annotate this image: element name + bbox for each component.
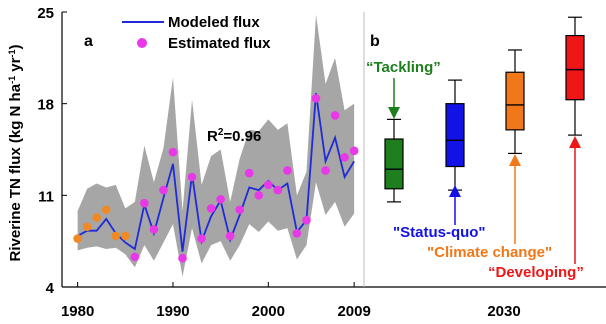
estimated-flux-point <box>92 213 101 222</box>
y-axis-label: Riverine TN flux (kg N ha-1 yr-1) <box>7 45 24 262</box>
panel-b-label: b <box>370 33 380 50</box>
estimated-flux-point <box>101 205 111 215</box>
legend-estimated-dot-icon <box>137 38 147 48</box>
estimated-flux-point <box>349 146 359 156</box>
legend: Modeled flux Estimated flux <box>122 14 271 52</box>
estimated-flux-point <box>121 231 130 241</box>
estimated-flux-point <box>225 231 235 241</box>
estimated-flux-point <box>73 234 82 243</box>
climate-change-label: "Climate change" <box>427 244 552 261</box>
estimated-flux-point <box>244 168 254 178</box>
boxplot-developing <box>565 16 585 136</box>
boxplot-climate-change <box>505 49 525 155</box>
estimated-flux-point <box>264 180 273 190</box>
r-squared-annotation: R2=0.96 <box>207 127 261 145</box>
estimated-flux-point <box>130 252 140 262</box>
scenario-boxplots <box>384 16 585 203</box>
x-tick-2030: 2030 <box>487 303 520 320</box>
estimated-flux-point <box>159 185 168 195</box>
estimated-flux-point <box>178 253 187 263</box>
estimated-flux-point <box>302 215 311 225</box>
estimated-flux-point <box>311 94 321 103</box>
estimated-flux-point <box>168 147 178 157</box>
legend-estimated-label: Estimated flux <box>168 35 271 52</box>
box-iqr <box>445 103 465 168</box>
estimated-flux-point <box>187 172 197 182</box>
estimated-flux-point <box>235 205 245 215</box>
estimated-flux-point <box>283 166 292 175</box>
boxplot-tackling <box>384 118 404 203</box>
box-iqr <box>384 138 404 190</box>
x-tick-label: 2009 <box>337 303 370 320</box>
estimated-flux-point <box>197 234 206 243</box>
x-tick-label: 1980 <box>61 303 94 320</box>
estimated-flux-point <box>254 191 264 200</box>
y-ticks: 4 11 18 25 <box>37 5 67 297</box>
estimated-flux-point <box>292 229 302 238</box>
estimated-flux-point <box>82 222 92 232</box>
boxplot-status-quo <box>445 79 465 191</box>
scenario-annotations: “Tackling” "Status-quo" "Climate change"… <box>366 59 584 281</box>
estimated-flux-point <box>321 166 330 175</box>
modeled-flux-line <box>77 93 355 252</box>
estimated-flux-series <box>73 94 359 263</box>
x-ticks: 1980 1990 2000 2009 <box>61 282 371 320</box>
panel-a-label: a <box>84 33 93 50</box>
estimated-flux-point <box>273 185 283 195</box>
y-tick-label: 18 <box>37 97 54 114</box>
estimated-flux-point <box>206 204 216 213</box>
estimated-flux-point <box>140 198 149 208</box>
y-tick-label: 25 <box>37 5 54 22</box>
estimated-flux-point <box>111 231 121 241</box>
status-quo-label: "Status-quo" <box>393 224 486 241</box>
x-tick-label: 1990 <box>156 303 189 320</box>
modeled-flux-series <box>77 93 355 252</box>
y-tick-label: 4 <box>46 280 55 297</box>
legend-modeled-label: Modeled flux <box>168 14 260 31</box>
box-iqr <box>505 71 525 131</box>
estimated-flux-point <box>330 111 340 120</box>
estimated-flux-point <box>149 225 159 234</box>
x-tick-label: 2000 <box>252 303 285 320</box>
estimated-flux-point <box>216 194 225 204</box>
estimated-flux-point <box>340 153 349 162</box>
y-tick-label: 11 <box>38 188 54 205</box>
box-iqr <box>565 34 585 101</box>
developing-label: “Developing” <box>488 264 584 281</box>
tackling-label: “Tackling” <box>366 59 441 76</box>
